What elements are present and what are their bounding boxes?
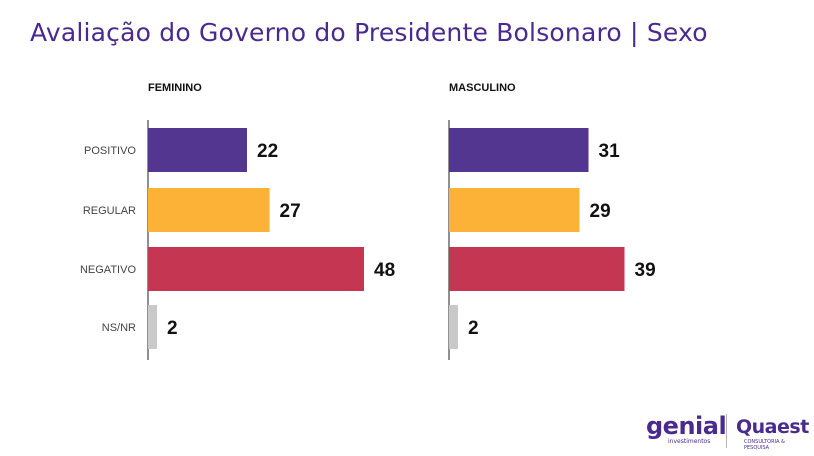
logo-divider [726,414,727,448]
bar-value-label: 31 [599,141,621,162]
bar [449,247,625,291]
bar-value-label: 2 [167,318,178,339]
category-label: REGULAR [83,205,136,217]
bar-value-label: 48 [374,260,395,281]
bar [148,247,364,291]
panel-title: FEMININO [148,82,202,94]
footer-logos: genial investimentos Quaest CONSULTORIA … [640,410,810,451]
bar-value-label: 29 [590,201,611,222]
category-label: POSITIVO [84,145,136,157]
page-title: Avaliação do Governo do Presidente Bolso… [30,18,708,47]
panel-title: MASCULINO [449,82,516,94]
bar [449,188,580,232]
genial-logo: genial [646,412,727,440]
bar [148,305,157,349]
bar-value-label: 27 [280,201,301,222]
bar-value-label: 22 [257,141,278,162]
bar-value-label: 2 [468,318,479,339]
bar-value-label: 39 [635,260,656,281]
category-label: NEGATIVO [80,264,136,276]
bar [148,128,247,172]
bar [449,128,589,172]
quaest-logo: Quaest [736,416,809,438]
quaest-logo-subtitle: CONSULTORIA & PESQUISA [744,439,785,451]
bar [449,305,458,349]
category-label: NS/NR [102,322,136,334]
genial-logo-subtitle: investimentos [668,438,711,445]
bar [148,188,270,232]
